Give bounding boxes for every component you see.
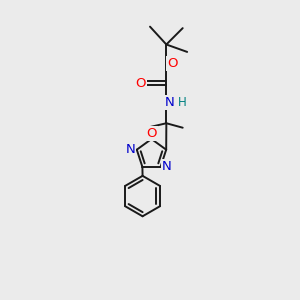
- Text: O: O: [146, 127, 157, 140]
- Text: H: H: [178, 96, 187, 109]
- Text: N: N: [125, 143, 135, 156]
- Text: O: O: [135, 76, 146, 90]
- Text: N: N: [165, 96, 175, 109]
- Text: N: N: [162, 160, 172, 173]
- Text: O: O: [167, 57, 178, 70]
